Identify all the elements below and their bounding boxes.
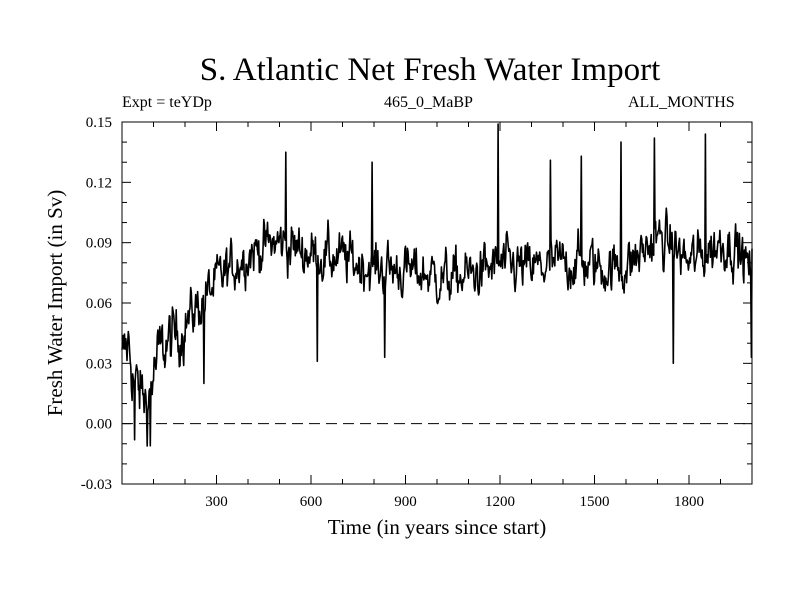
- period-label: 465_0_MaBP: [384, 94, 473, 111]
- axis-ticks: [122, 121, 752, 485]
- y-tick-label: 0.00: [86, 417, 112, 433]
- x-tick-label: 1500: [580, 494, 610, 510]
- chart-title: S. Atlantic Net Fresh Water Import: [199, 52, 661, 88]
- y-tick-label: 0.06: [86, 296, 113, 312]
- x-axis-label: Time (in years since start): [328, 515, 547, 539]
- x-tick-label: 300: [205, 494, 228, 510]
- x-tick-label: 1800: [674, 494, 704, 510]
- series-line: [121, 123, 753, 447]
- y-tick-label: 0.15: [86, 115, 112, 131]
- y-tick-label: 0.09: [86, 236, 112, 252]
- y-tick-label: 0.03: [86, 356, 112, 372]
- y-tick-label: 0.12: [86, 175, 112, 191]
- months-label: ALL_MONTHS: [628, 94, 735, 111]
- experiment-label: Expt = teYDp: [122, 94, 212, 111]
- plot-frame: [121, 121, 753, 485]
- y-tick-label: -0.03: [81, 477, 112, 493]
- x-tick-label: 900: [394, 494, 417, 510]
- x-tick-label: 600: [300, 494, 323, 510]
- y-axis-label: Fresh Water Import (in Sv): [43, 190, 67, 417]
- tick-labels: 300 600 900 1200 1500 1800 -0.03 0.00 0.03 0.06 0.…: [81, 115, 704, 510]
- x-tick-label: 1200: [485, 494, 515, 510]
